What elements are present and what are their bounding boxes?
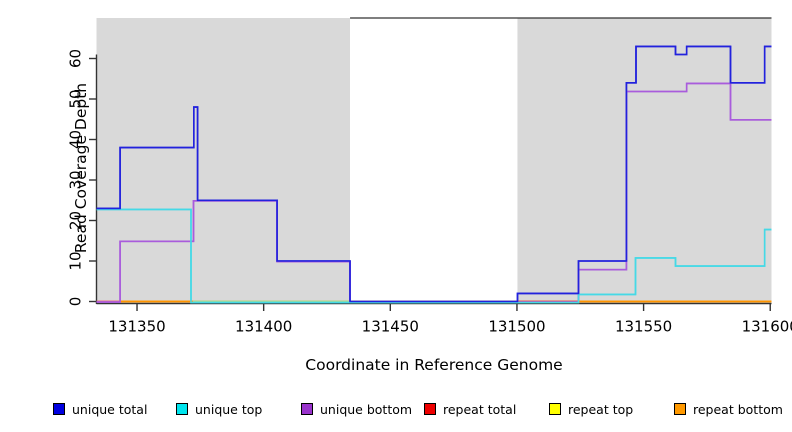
- y-tick-label: 10: [67, 251, 85, 270]
- y-tick-label: 0: [67, 297, 85, 307]
- y-axis-title: Read Coverage Depth: [72, 82, 90, 254]
- legend-item-unique-top: unique top: [176, 398, 262, 420]
- covered-region-left: [96, 18, 351, 302]
- legend-label: repeat bottom: [693, 401, 783, 417]
- y-tick-label: 60: [67, 49, 85, 68]
- legend-item-repeat-total: repeat total: [424, 398, 516, 420]
- legend-swatch-unique-bottom: [301, 403, 313, 415]
- y-tick-label: 30: [67, 170, 85, 189]
- chart-legend: unique total unique top unique bottom repea…: [0, 398, 792, 428]
- legend-label: repeat top: [568, 401, 634, 417]
- covered-region-right: [517, 18, 772, 302]
- legend-item-unique-bottom: unique bottom: [301, 398, 412, 420]
- x-tick-label: 131400: [235, 318, 292, 336]
- y-tick-label: 50: [67, 89, 85, 108]
- legend-swatch-unique-total: [53, 403, 65, 415]
- x-axis-title: Coordinate in Reference Genome: [305, 356, 563, 374]
- y-tick-label: 20: [67, 211, 85, 230]
- series-top-unique-top: [96, 208, 772, 304]
- legend-item-repeat-top: repeat top: [549, 398, 633, 420]
- legend-label: unique total: [72, 401, 148, 417]
- legend-label: unique top: [195, 401, 263, 417]
- legend-label: repeat total: [443, 401, 517, 417]
- legend-item-unique-total: unique total: [53, 398, 147, 420]
- legend-swatch-repeat-total: [424, 403, 436, 415]
- y-tick-label: 40: [67, 130, 85, 149]
- legend-label: unique bottom: [320, 401, 413, 417]
- legend-swatch-repeat-bottom: [674, 403, 686, 415]
- uncovered-gap: [350, 18, 518, 302]
- x-tick-label: 131450: [362, 318, 419, 336]
- legend-swatch-repeat-top: [549, 403, 561, 415]
- x-tick-label: 131550: [615, 318, 672, 336]
- legend-swatch-unique-top: [176, 403, 188, 415]
- legend-item-repeat-bottom: repeat bottom: [674, 398, 783, 420]
- x-tick-label: 131500: [488, 318, 545, 336]
- series-top-unique-total: [96, 45, 772, 303]
- x-tick-label: 131350: [108, 318, 165, 336]
